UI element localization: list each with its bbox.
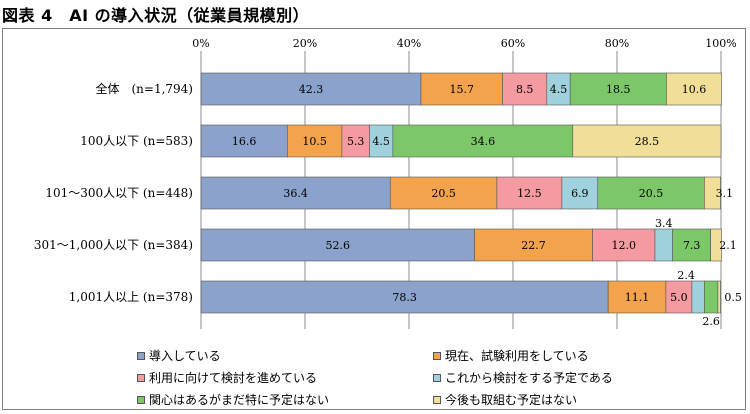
bar-segment — [200, 176, 391, 210]
legend-label: これから検討をする予定である — [445, 371, 613, 385]
legend-label: 今後も取組む予定はない — [445, 393, 578, 407]
data-label: 10.5 — [302, 135, 327, 148]
bar-segment — [666, 72, 722, 106]
x-tick-label: 100% — [705, 37, 736, 50]
bar-segment — [287, 124, 343, 158]
data-label: 12.0 — [612, 239, 637, 252]
bar-segment — [672, 228, 711, 262]
category-label: 全体 (n=1,794) — [95, 81, 193, 96]
bar-segment — [474, 228, 593, 262]
bar-segment — [200, 72, 422, 106]
data-label: 34.6 — [471, 135, 496, 148]
data-label: 6.9 — [571, 187, 589, 200]
bar-segment — [561, 176, 599, 210]
bar-segment — [200, 124, 288, 158]
bar-segment — [572, 124, 722, 158]
bar-segment — [710, 228, 722, 262]
x-tick-label: 80% — [605, 37, 629, 50]
data-label: 42.3 — [299, 83, 324, 96]
data-label: 22.7 — [521, 239, 546, 252]
bar-segment — [691, 280, 705, 314]
data-label: 2.1 — [719, 239, 737, 252]
data-label: 8.5 — [516, 83, 534, 96]
bar-segment — [597, 176, 705, 210]
legend-item: 関心はあるがまだ特に予定はない — [137, 391, 329, 408]
data-label: 20.5 — [431, 187, 456, 200]
data-label: 4.5 — [372, 135, 390, 148]
figure-title: 図表 4 AI の導入状況（従業員規模別） — [2, 6, 310, 25]
bar-segment — [717, 280, 721, 314]
legend-swatch — [137, 395, 145, 404]
bar-segment — [592, 228, 656, 262]
bar-segment — [654, 228, 673, 262]
x-tick-label: 0% — [192, 37, 209, 50]
data-label: 2.4 — [677, 269, 695, 282]
x-tick-label: 40% — [397, 37, 421, 50]
x-tick-label: 60% — [501, 37, 525, 50]
legend-label: 導入している — [149, 349, 221, 363]
x-tick-label: 20% — [293, 37, 317, 50]
category-label: 100人以下 (n=583) — [80, 134, 193, 148]
data-label: 52.6 — [326, 239, 351, 252]
legend-item: 利用に向けて検討を進めている — [137, 369, 317, 386]
bar-segment — [496, 176, 563, 210]
legend-swatch — [433, 351, 441, 360]
data-label: 3.1 — [716, 187, 734, 200]
data-label: 7.3 — [683, 239, 701, 252]
bar-segment — [704, 280, 719, 314]
legend-label: 現在、試験利用をしている — [445, 349, 589, 363]
category-label: 1,001人以上 (n=378) — [69, 290, 193, 304]
data-label: 16.6 — [232, 135, 257, 148]
data-label: 10.6 — [682, 83, 707, 96]
chart-frame: 0% 20% 40% 60% 80% 100% 全体 (n=1,794) 42.3 15.7 8.… — [2, 28, 746, 410]
data-label: 5.3 — [347, 135, 365, 148]
bar-segment — [665, 280, 693, 314]
category-label: 301～1,000人以下 (n=384) — [34, 238, 193, 252]
data-label: 78.3 — [392, 291, 417, 304]
data-label: 36.4 — [283, 187, 308, 200]
data-label: 11.1 — [625, 291, 650, 304]
legend-swatch — [137, 351, 145, 360]
data-label: 4.5 — [550, 83, 568, 96]
category-label: 101～300人以下 (n=448) — [45, 186, 193, 200]
data-label: 12.5 — [517, 187, 542, 200]
legend-label: 関心はあるがまだ特に予定はない — [149, 393, 330, 407]
legend-item: 今後も取組む予定はない — [433, 391, 577, 408]
data-label: 18.5 — [606, 83, 631, 96]
stacked-bar-chart: 0% 20% 40% 60% 80% 100% 全体 (n=1,794) 42.3 15.7 8.… — [34, 37, 742, 329]
legend-item: これから検討をする予定である — [433, 369, 613, 386]
legend-swatch — [433, 373, 441, 382]
bar-segment — [392, 124, 574, 158]
legend-item: 現在、試験利用をしている — [433, 347, 589, 364]
bar-segment — [341, 124, 370, 158]
legend-label: 利用に向けて検討を進めている — [149, 371, 318, 385]
bar-segment — [200, 280, 609, 314]
legend-swatch — [137, 373, 145, 382]
bar-segment — [389, 176, 498, 210]
bar-segment — [607, 280, 667, 314]
data-label: 28.5 — [635, 135, 660, 148]
data-label: 15.7 — [450, 83, 475, 96]
data-label: 0.5 — [724, 291, 742, 304]
legend-item: 導入している — [137, 347, 221, 364]
data-label: 2.6 — [702, 315, 720, 328]
data-label: 3.4 — [655, 217, 673, 230]
bar-segment — [704, 176, 721, 210]
data-label: 5.0 — [670, 291, 688, 304]
bar-segment — [569, 72, 667, 106]
data-label: 20.5 — [639, 187, 664, 200]
legend-swatch — [433, 395, 441, 404]
